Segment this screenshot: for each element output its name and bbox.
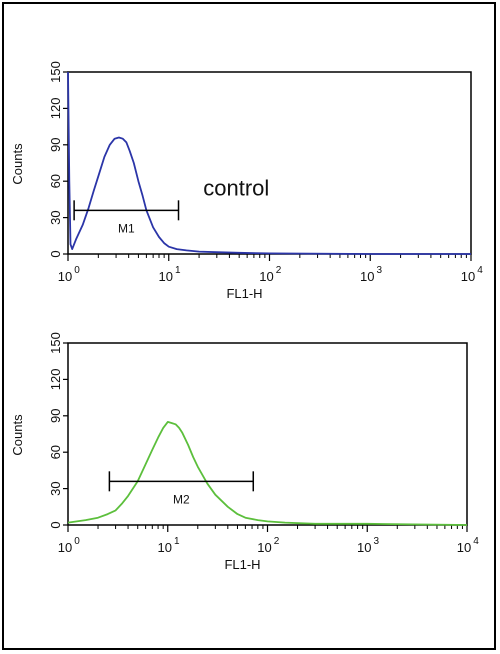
x-tick-exponent: 2 [276,265,282,276]
y-tick-label: 90 [48,409,63,423]
y-tick-label: 0 [48,521,63,528]
x-tick-label: 10 [58,540,72,555]
y-tick-label: 120 [48,98,63,120]
y-tick-label: 0 [48,250,63,257]
histogram-line [67,71,471,255]
y-tick-label: 120 [48,369,63,391]
y-axis-label: Counts [10,414,25,456]
y-tick-label: 150 [48,61,63,83]
y-tick-label: 60 [48,174,63,188]
x-tick-label: 10 [360,269,374,284]
x-tick-exponent: 4 [473,536,479,547]
y-tick-label: 30 [48,210,63,224]
y-tick-label: 30 [48,481,63,495]
x-tick-exponent: 4 [477,265,483,276]
marker-label: M2 [173,492,190,506]
x-tick-label: 10 [58,269,72,284]
x-tick-exponent: 2 [274,536,280,547]
control-annotation: control [203,175,269,200]
y-tick-label: 60 [48,445,63,459]
marker-label: M1 [118,221,135,235]
x-tick-exponent: 1 [174,536,180,547]
x-tick-label: 10 [158,540,172,555]
y-tick-label: 150 [48,332,63,354]
y-axis-label: Counts [10,143,25,185]
x-axis-label: FL1-H [224,557,260,572]
x-axis-label: FL1-H [226,286,262,301]
x-tick-label: 10 [457,540,471,555]
histogram-line [67,420,468,526]
figure-frame [2,2,496,650]
x-tick-exponent: 0 [74,265,80,276]
plot-frame [67,342,468,526]
x-tick-label: 10 [257,540,271,555]
x-tick-label: 10 [357,540,371,555]
x-tick-exponent: 1 [175,265,181,276]
x-tick-label: 10 [159,269,173,284]
y-tick-label: 90 [48,138,63,152]
x-tick-label: 10 [259,269,273,284]
x-tick-exponent: 3 [376,265,382,276]
x-tick-label: 10 [461,269,475,284]
x-tick-exponent: 0 [74,536,80,547]
x-tick-exponent: 3 [373,536,379,547]
